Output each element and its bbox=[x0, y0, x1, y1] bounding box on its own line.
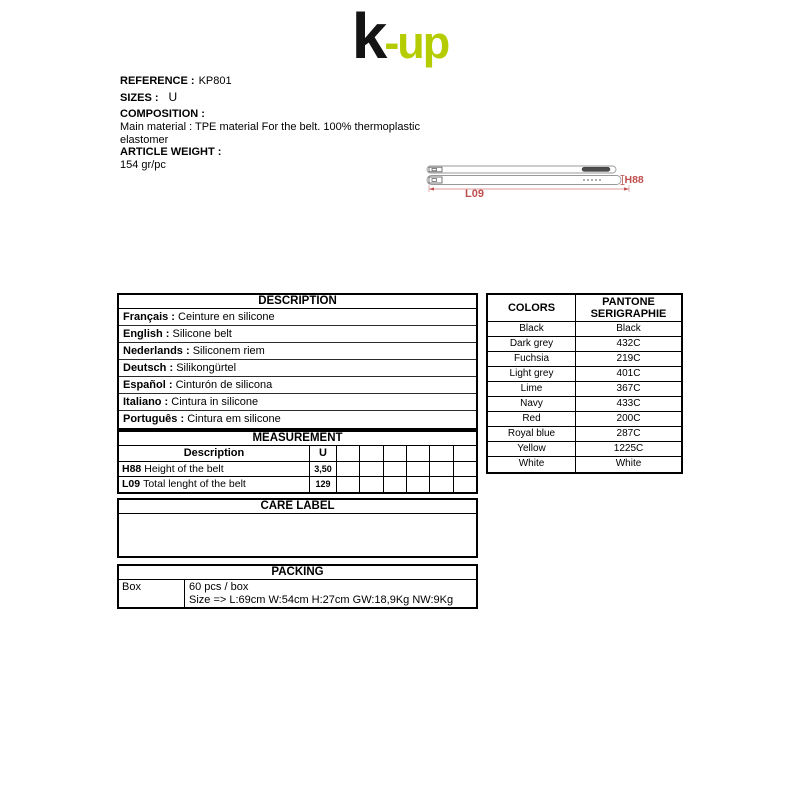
description-row: Français : Ceinture en silicone bbox=[119, 309, 476, 326]
measurement-empty-cell bbox=[454, 477, 476, 492]
measurement-empty-cell bbox=[337, 477, 361, 492]
belt-bottom-buckle-icon bbox=[428, 176, 443, 184]
sizes-value: U bbox=[168, 90, 178, 104]
measurement-col-unit: U bbox=[310, 446, 337, 461]
reference-label: REFERENCE : bbox=[120, 75, 195, 87]
color-row: Light grey 401C bbox=[488, 367, 681, 382]
product-info: REFERENCE : KP801 SIZES :U COMPOSITION : … bbox=[120, 75, 440, 172]
color-row: Fuchsia 219C bbox=[488, 352, 681, 367]
measurement-empty-cell bbox=[407, 446, 431, 461]
packing-details: 60 pcs / box Size => L:69cm W:54cm H:27c… bbox=[185, 580, 476, 607]
reference-row: REFERENCE : KP801 bbox=[120, 75, 440, 88]
belt-top-outline bbox=[426, 165, 617, 174]
measurement-row: L09 Total lenght of the belt 129 bbox=[119, 477, 476, 492]
color-row: Dark grey 432C bbox=[488, 337, 681, 352]
color-row: Black Black bbox=[488, 322, 681, 337]
measurement-empty-cell bbox=[384, 477, 407, 492]
care-label-title: CARE LABEL bbox=[119, 500, 476, 514]
measurement-empty-cell bbox=[407, 462, 431, 476]
description-title: DESCRIPTION bbox=[119, 295, 476, 309]
description-row: English : Silicone belt bbox=[119, 326, 476, 343]
packing-row: Box 60 pcs / box Size => L:69cm W:54cm H… bbox=[119, 580, 476, 607]
measurement-empty-cell bbox=[360, 462, 384, 476]
length-dim-label: L09 bbox=[465, 188, 484, 200]
belt-top-keeper-patch bbox=[581, 166, 611, 172]
belt-holes bbox=[583, 179, 601, 181]
kup-logo: k-up bbox=[0, 4, 800, 68]
belt-bottom-outline bbox=[426, 175, 622, 185]
measurement-empty-cell bbox=[430, 446, 454, 461]
weight-value: 154 gr/pc bbox=[120, 159, 166, 171]
measurement-empty-cell bbox=[454, 462, 476, 476]
description-row: Español : Cinturón de silicona bbox=[119, 377, 476, 394]
measurement-empty-cell bbox=[454, 446, 476, 461]
measurement-title: MEASUREMENT bbox=[119, 432, 476, 446]
color-row: White White bbox=[488, 457, 681, 472]
description-row: Português : Cintura em silicone bbox=[123, 413, 281, 425]
care-label-table: CARE LABEL bbox=[117, 498, 478, 558]
measurement-empty-cell bbox=[337, 462, 361, 476]
logo-up-letters: -up bbox=[384, 17, 450, 68]
color-row: Lime 367C bbox=[488, 382, 681, 397]
color-row: Red 200C bbox=[488, 412, 681, 427]
belt-bottom-buckle-prong bbox=[431, 178, 437, 182]
belt-top-buckle-prong bbox=[431, 167, 437, 172]
color-row: Yellow 1225C bbox=[488, 442, 681, 457]
measurement-empty-cell bbox=[407, 477, 431, 492]
colors-header-colors: COLORS bbox=[488, 295, 576, 321]
composition-label: COMPOSITION : bbox=[120, 108, 205, 120]
measurement-empty-cell bbox=[384, 446, 407, 461]
care-label-empty-area bbox=[119, 514, 476, 556]
measurement-empty-cell bbox=[360, 477, 384, 492]
composition-line2: elastomer bbox=[120, 133, 169, 146]
sizes-row: SIZES : U bbox=[120, 91, 440, 105]
reference-value: KP801 bbox=[198, 75, 232, 87]
measurement-col-description: Description bbox=[119, 446, 310, 461]
weight-label: ARTICLE WEIGHT : bbox=[120, 146, 222, 158]
measurement-empty-cell bbox=[430, 477, 454, 492]
color-row: Navy 433C bbox=[488, 397, 681, 412]
packing-line1: 60 pcs / box bbox=[189, 581, 249, 593]
description-row: Deutsch : Silikongürtel bbox=[119, 360, 476, 377]
composition-line1: Main material : TPE material For the bel… bbox=[120, 121, 420, 133]
measurement-empty-cell bbox=[384, 462, 407, 476]
measurement-header-row: Description U bbox=[119, 446, 476, 462]
belt-technical-drawing: L09 H88 bbox=[426, 165, 644, 200]
measurement-table: MEASUREMENT Description U H88 Height of t… bbox=[117, 430, 478, 494]
sizes-label: SIZES : bbox=[120, 92, 159, 104]
colors-header-pantone: PANTONE SERIGRAPHIE bbox=[590, 296, 667, 320]
colors-header: COLORS PANTONE SERIGRAPHIE bbox=[488, 295, 681, 322]
packing-title: PACKING bbox=[119, 566, 476, 580]
measurement-empty-cell bbox=[337, 446, 361, 461]
color-row: Royal blue 287C bbox=[488, 427, 681, 442]
measurement-empty-cell bbox=[430, 462, 454, 476]
logo-k-letter: k bbox=[351, 0, 388, 72]
colors-table: COLORS PANTONE SERIGRAPHIE Black Black Da… bbox=[486, 293, 683, 474]
packing-table: PACKING Box 60 pcs / box Size => L:69cm … bbox=[117, 564, 478, 609]
belt-top-buckle-icon bbox=[428, 166, 443, 173]
packing-box-label: Box bbox=[119, 580, 185, 607]
height-dim-label: H88 bbox=[625, 174, 644, 186]
length-dimension bbox=[428, 185, 630, 192]
measurement-empty-cell bbox=[360, 446, 384, 461]
description-table: DESCRIPTION Français : Ceinture en silic… bbox=[117, 293, 478, 430]
packing-line2: Size => L:69cm W:54cm H:27cm GW:18,9Kg N… bbox=[189, 594, 454, 606]
height-dimension bbox=[620, 175, 625, 185]
measurement-row: H88 Height of the belt 3,50 bbox=[119, 462, 476, 477]
description-row: Italiano : Cintura in silicone bbox=[119, 394, 476, 411]
description-row: Nederlands : Siliconem riem bbox=[119, 343, 476, 360]
